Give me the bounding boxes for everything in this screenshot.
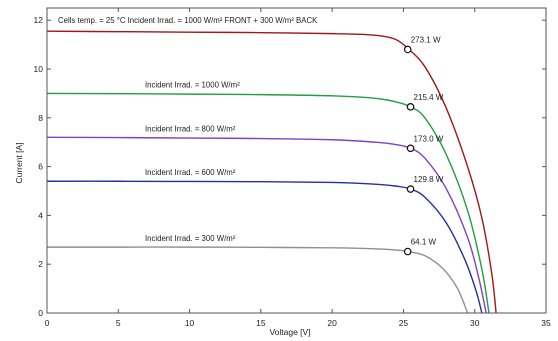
x-tick-label: 0 (45, 318, 50, 328)
series-line-4 (47, 246, 469, 314)
y-tick-label: 4 (38, 210, 43, 220)
plot-frame (46, 7, 547, 314)
series-line-2 (46, 136, 487, 314)
x-tick-label: 10 (185, 318, 195, 328)
x-tick-label: 5 (116, 318, 121, 328)
y-axis-title: Current [A] (14, 142, 24, 183)
mpp-label-3: 129.8 W (414, 175, 444, 184)
mpp-marker-0 (403, 45, 412, 54)
series-line-0 (46, 30, 497, 314)
mpp-marker-2 (406, 144, 415, 153)
series-label-4: Incident Irrad. = 300 W/m² (145, 234, 236, 243)
x-tick-label: 25 (399, 318, 409, 328)
series-label-3: Incident Irrad. = 600 W/m² (145, 168, 236, 177)
y-tick-label: 0 (38, 308, 43, 318)
y-tick-label: 2 (38, 259, 43, 269)
y-tick-label: 10 (34, 64, 44, 74)
series-label-1: Incident Irrad. = 1000 W/m² (145, 80, 240, 89)
mpp-label-0: 273.1 W (411, 35, 441, 44)
x-axis-title: Voltage [V] (269, 327, 310, 337)
mpp-label-1: 215.4 W (414, 93, 444, 102)
x-tick-label: 15 (256, 318, 266, 328)
mpp-marker-4 (403, 247, 412, 256)
x-tick-label: 30 (470, 318, 480, 328)
x-tick-label: 35 (541, 318, 551, 328)
series-layer (46, 30, 497, 314)
header-annotation: Cells temp. = 25 °C Incident Irrad. = 10… (58, 16, 318, 25)
mpp-marker-1 (406, 103, 415, 111)
series-label-2: Incident Irrad. = 800 W/m² (145, 124, 236, 133)
y-tick-label: 8 (38, 113, 43, 123)
y-tick-label: 6 (38, 162, 43, 172)
x-tick-label: 20 (327, 318, 337, 328)
mpp-marker-3 (406, 185, 415, 193)
mpp-label-4: 64.1 W (411, 238, 437, 247)
mpp-label-2: 173.0 W (414, 134, 444, 143)
series-line-1 (46, 92, 490, 314)
y-tick-label: 12 (34, 15, 44, 25)
axes-layer: 0 5 10 15 20 25 30 35 0 2 4 6 8 10 12 (34, 7, 551, 328)
marker-layer: 273.1 W Incident Irrad. = 1000 W/m² 215.4 … (145, 35, 444, 256)
series-line-3 (46, 180, 483, 314)
